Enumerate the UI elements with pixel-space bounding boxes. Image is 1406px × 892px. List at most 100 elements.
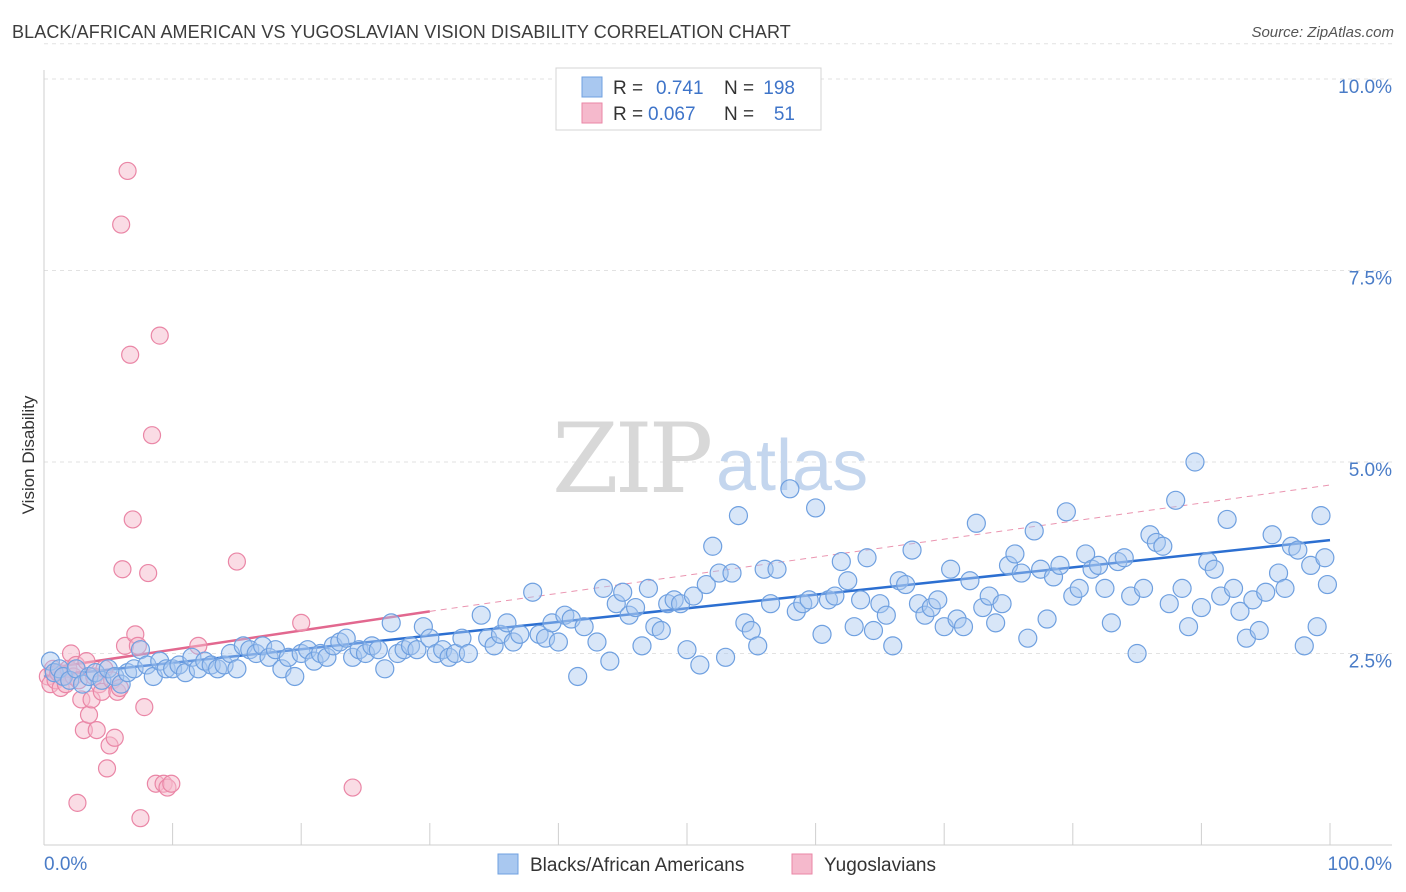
point-blacks-72 xyxy=(503,632,523,652)
point-yugoslavians-16 xyxy=(79,705,99,724)
point-blacks-67 xyxy=(471,605,491,625)
point-blacks-182 xyxy=(1230,601,1250,621)
point-blacks-140 xyxy=(960,571,980,591)
point-blacks-152 xyxy=(1037,609,1057,629)
point-blacks-23 xyxy=(182,647,202,667)
point-blacks-138 xyxy=(947,609,967,629)
point-blacks-81 xyxy=(568,666,588,687)
point-blacks-121 xyxy=(838,571,858,591)
point-blacks-33 xyxy=(246,643,266,664)
point-yugoslavians-38 xyxy=(139,563,158,583)
correlation-legend: R = 0.741 N = 198 R = 0.067 N = 51 xyxy=(555,67,822,131)
point-blacks-54 xyxy=(381,613,401,633)
watermark-zip: ZIP xyxy=(552,403,711,515)
grid-lines xyxy=(44,43,1392,654)
point-blacks-180 xyxy=(1217,509,1237,530)
point-blacks-144 xyxy=(986,613,1006,633)
point-blacks-178 xyxy=(1204,559,1224,579)
point-yugoslavians-47 xyxy=(292,613,311,632)
bottom-legend-label-pink: Yugoslavians xyxy=(824,855,936,876)
bottom-legend-swatch-pink xyxy=(791,853,813,875)
point-blacks-124 xyxy=(857,548,877,568)
point-yugoslavians-41 xyxy=(150,326,169,345)
point-blacks-196 xyxy=(1315,548,1335,568)
point-blacks-53 xyxy=(375,659,395,679)
y-tick-label-3: 10.0% xyxy=(1338,77,1392,98)
point-blacks-185 xyxy=(1249,620,1269,641)
point-yugoslavians-46 xyxy=(227,552,246,571)
point-blacks-116 xyxy=(805,498,826,518)
point-blacks-142 xyxy=(973,597,993,618)
x-tick-labels: 0.0% 100.0% xyxy=(44,854,1392,875)
point-blacks-111 xyxy=(767,559,787,579)
point-blacks-14 xyxy=(124,659,144,679)
legend-r-label-2: R = xyxy=(613,104,643,125)
point-blacks-197 xyxy=(1317,574,1338,595)
legend-n-value-2: 51 xyxy=(774,104,795,125)
point-blacks-181 xyxy=(1223,578,1244,598)
point-blacks-62 xyxy=(433,640,453,660)
point-blacks-106 xyxy=(735,613,755,633)
point-blacks-84 xyxy=(593,578,614,598)
point-yugoslavians-44 xyxy=(162,774,181,793)
point-blacks-10 xyxy=(98,659,118,679)
point-blacks-47 xyxy=(336,628,356,648)
point-blacks-24 xyxy=(188,659,208,679)
point-yugoslavians-49 xyxy=(112,215,131,234)
point-blacks-28 xyxy=(214,655,234,675)
point-blacks-38 xyxy=(278,647,298,667)
point-blacks-112 xyxy=(780,479,800,499)
y-tick-label-1: 5.0% xyxy=(1349,460,1392,481)
point-blacks-137 xyxy=(941,559,961,579)
point-blacks-42 xyxy=(304,651,324,671)
watermark-atlas: atlas xyxy=(716,426,868,506)
series-blacks xyxy=(40,452,1338,694)
bottom-legend-swatch-blue xyxy=(497,853,519,875)
legend-r-value-1: 0.741 xyxy=(656,78,704,99)
point-yugoslavians-23 xyxy=(97,759,117,778)
point-blacks-192 xyxy=(1294,636,1314,656)
point-blacks-191 xyxy=(1288,540,1308,560)
point-blacks-69 xyxy=(484,636,504,656)
point-yugoslavians-31 xyxy=(118,161,137,181)
point-blacks-68 xyxy=(478,628,498,648)
legend-n-label-1: N = xyxy=(724,78,754,99)
point-blacks-164 xyxy=(1114,548,1134,568)
point-blacks-99 xyxy=(690,655,710,675)
point-blacks-93 xyxy=(651,620,671,641)
point-blacks-172 xyxy=(1166,490,1186,510)
point-yugoslavians-50 xyxy=(68,793,87,812)
point-blacks-101 xyxy=(703,536,723,556)
point-blacks-148 xyxy=(1011,563,1031,583)
point-blacks-128 xyxy=(883,636,903,656)
point-blacks-9 xyxy=(92,670,112,690)
point-blacks-119 xyxy=(825,586,845,606)
point-yugoslavians-19 xyxy=(87,720,106,740)
point-yugoslavians-32 xyxy=(121,345,140,364)
point-blacks-155 xyxy=(1056,502,1076,522)
source-label: Source: ZipAtlas.com xyxy=(1251,24,1394,41)
point-blacks-4 xyxy=(60,670,80,690)
point-blacks-162 xyxy=(1101,613,1121,633)
point-blacks-133 xyxy=(915,605,935,625)
point-blacks-157 xyxy=(1069,578,1089,598)
point-blacks-11 xyxy=(105,666,125,687)
point-blacks-73 xyxy=(510,624,530,644)
point-yugoslavians-39 xyxy=(142,426,162,445)
point-blacks-156 xyxy=(1063,586,1083,606)
point-blacks-16 xyxy=(137,655,157,675)
point-blacks-125 xyxy=(863,620,884,641)
point-blacks-39 xyxy=(285,666,305,687)
point-blacks-194 xyxy=(1307,617,1327,637)
legend-n-value-1: 198 xyxy=(763,78,795,99)
x-tick-min: 0.0% xyxy=(44,854,87,875)
point-blacks-167 xyxy=(1133,578,1154,598)
point-blacks-91 xyxy=(638,578,659,598)
point-blacks-171 xyxy=(1159,594,1179,614)
point-blacks-127 xyxy=(876,605,896,625)
point-blacks-120 xyxy=(831,551,851,572)
point-blacks-150 xyxy=(1024,521,1044,541)
point-blacks-103 xyxy=(715,647,736,667)
point-yugoslavians-33 xyxy=(123,510,142,529)
